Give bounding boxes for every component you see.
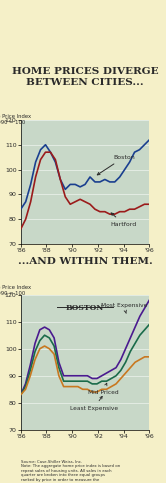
Text: Boston: Boston [97,155,135,175]
Text: Mid Priced: Mid Priced [88,383,118,395]
Text: Most Expensive: Most Expensive [101,303,147,313]
Text: Least Expensive: Least Expensive [70,397,118,411]
Text: HOME PRICES DIVERGE
BETWEEN CITIES...: HOME PRICES DIVERGE BETWEEN CITIES... [12,67,158,87]
Text: Source: Case-Shiller Weiss, Inc.
Note: The aggregate home price index is based o: Source: Case-Shiller Weiss, Inc. Note: T… [21,460,120,483]
Text: ...AND WITHIN THEM.: ...AND WITHIN THEM. [18,256,152,266]
Text: BOSTON: BOSTON [66,304,104,312]
Text: Home Price Index
Q1 1990 = 100: Home Price Index Q1 1990 = 100 [0,285,31,296]
Text: Hartford: Hartford [111,213,137,227]
Text: Home Price Index
Q1 1990 = 100: Home Price Index Q1 1990 = 100 [0,114,31,125]
